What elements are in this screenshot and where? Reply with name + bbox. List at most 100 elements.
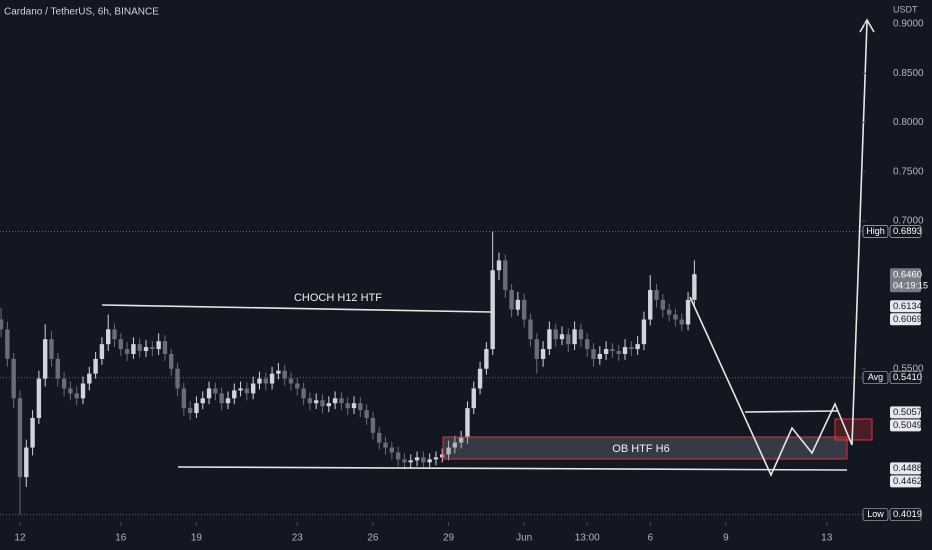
- candle-body: [206, 388, 212, 399]
- candle-body: [648, 289, 653, 320]
- candle-body: [496, 260, 502, 271]
- x-tick-label: 13: [821, 533, 833, 544]
- candle-body: [421, 457, 426, 463]
- range-line: [744, 410, 839, 413]
- candle-body: [389, 447, 395, 453]
- candle-body: [162, 341, 168, 354]
- candle-body: [521, 299, 527, 320]
- candle-body: [414, 457, 420, 461]
- y-tick-label: 0.7500: [893, 166, 924, 177]
- candle-body: [68, 388, 73, 394]
- x-tick-label: Jun: [516, 533, 532, 544]
- candle-body: [74, 393, 79, 399]
- candle-body: [55, 358, 60, 379]
- candle-body: [547, 329, 552, 350]
- ob-label: OB HTF H6: [612, 443, 669, 455]
- candle-body: [603, 349, 609, 354]
- candle-body: [200, 398, 205, 404]
- candle-body: [213, 388, 218, 394]
- candle-body: [452, 442, 458, 448]
- candle-body: [269, 373, 275, 384]
- candle-body: [118, 339, 124, 350]
- drawings: CHOCH H12 HTF OB HTF H6: [101, 18, 875, 477]
- x-tick-label: 23: [292, 533, 304, 544]
- candle-body: [477, 368, 483, 389]
- candle-body: [553, 329, 558, 340]
- y-tick-label: 0.8500: [893, 68, 924, 79]
- candle-body: [169, 353, 174, 369]
- candle-body: [364, 410, 369, 418]
- candle-body: [175, 368, 180, 389]
- arrow-head: [859, 18, 875, 33]
- y-tick-label: 0.8000: [893, 117, 924, 128]
- x-tick-label: 9: [723, 533, 729, 544]
- candle-body: [263, 378, 268, 384]
- price-label: 0.5410: [893, 372, 922, 383]
- candle-body: [49, 339, 54, 359]
- price-label: 0.6893: [893, 226, 922, 237]
- candle-body: [24, 447, 29, 478]
- price-label: 0.4488: [893, 463, 922, 474]
- candle-body: [17, 398, 23, 478]
- candle-body: [5, 329, 10, 359]
- candle-body: [534, 339, 539, 359]
- candle-body: [124, 349, 130, 354]
- price-label-box: [890, 462, 921, 475]
- candle-body: [238, 388, 243, 391]
- candle-body: [395, 452, 401, 460]
- candle-body: [187, 408, 193, 414]
- candle-body: [257, 378, 262, 384]
- countdown: 04:19:15: [893, 281, 928, 291]
- price-tag: Avg: [868, 372, 883, 382]
- candle-body: [446, 447, 451, 455]
- candle-body: [559, 334, 565, 340]
- candle-body: [673, 314, 678, 320]
- candle-body: [629, 347, 634, 350]
- candle-body: [87, 373, 92, 384]
- price-label-box: [890, 406, 921, 419]
- candle-body: [307, 398, 313, 404]
- candle-body: [232, 390, 237, 399]
- projection-path: [689, 21, 868, 477]
- candle-body: [143, 347, 149, 352]
- x-tick-label: 29: [443, 533, 455, 544]
- candle-body: [36, 378, 42, 418]
- price-tag: High: [866, 226, 885, 236]
- price-label: 0.4019: [893, 509, 922, 520]
- candle-body: [282, 370, 287, 379]
- candle-body: [666, 309, 672, 315]
- price-label: 0.4462: [893, 476, 922, 487]
- y-tick-label: 0.9000: [893, 19, 924, 30]
- candle-body: [313, 400, 319, 404]
- price-tag-box: [862, 508, 889, 521]
- candle-body: [288, 378, 294, 384]
- choch-line: [101, 304, 492, 313]
- candle-body: [377, 432, 382, 443]
- candle-body: [156, 341, 161, 350]
- candle-body: [610, 349, 615, 352]
- order-block: [442, 436, 848, 460]
- candle-body: [471, 388, 476, 409]
- candle-body: [345, 403, 350, 409]
- candle-body: [641, 319, 647, 345]
- choch-label: CHOCH H12 HTF: [294, 292, 382, 304]
- y-axis-label: USDT: [893, 4, 918, 14]
- x-tick-label: 19: [191, 533, 203, 544]
- candle-body: [150, 347, 155, 350]
- candles: [0, 231, 697, 515]
- candle-body: [131, 344, 136, 354]
- price-label-box: [890, 268, 921, 293]
- candle-body: [80, 383, 86, 399]
- price-label: 0.5049: [893, 420, 922, 431]
- candle-body: [225, 398, 231, 404]
- price-label-box: [890, 475, 921, 488]
- support-line: [177, 466, 848, 471]
- price-label-box: [889, 371, 922, 384]
- candle-body: [591, 349, 596, 359]
- price-label: 0.6069: [893, 314, 922, 325]
- candle-body: [402, 459, 407, 463]
- price-label-box: [890, 419, 921, 432]
- price-label-box: [890, 313, 921, 326]
